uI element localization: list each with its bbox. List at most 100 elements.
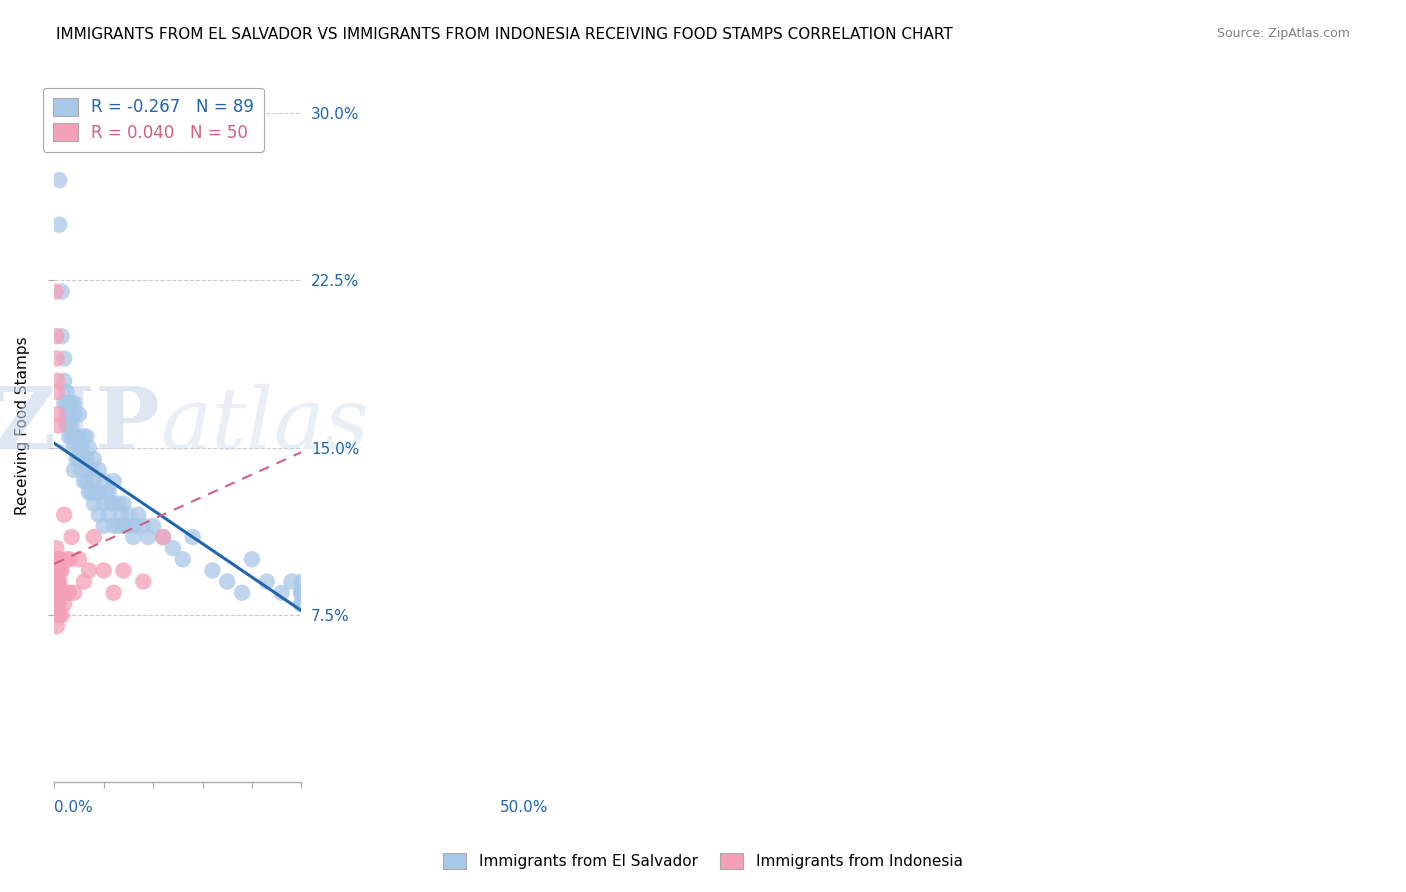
- Point: [51, 564, 73, 578]
- Point: [107, 496, 129, 510]
- Point: [103, 496, 125, 510]
- Point: [103, 586, 125, 600]
- Point: [63, 586, 86, 600]
- Point: [46, 597, 69, 611]
- Point: [53, 396, 76, 410]
- Point: [51, 329, 73, 343]
- Point: [172, 552, 194, 566]
- Point: [60, 530, 83, 544]
- Point: [45, 564, 67, 578]
- Point: [46, 574, 69, 589]
- Point: [290, 597, 312, 611]
- Point: [46, 574, 69, 589]
- Point: [45, 574, 67, 589]
- Point: [53, 508, 76, 522]
- Point: [46, 564, 69, 578]
- Point: [93, 474, 115, 488]
- Point: [55, 396, 77, 410]
- Point: [67, 429, 90, 443]
- Point: [73, 574, 96, 589]
- Point: [53, 374, 76, 388]
- Point: [46, 418, 69, 433]
- Point: [48, 608, 70, 623]
- Point: [136, 530, 159, 544]
- Point: [77, 463, 100, 477]
- Point: [58, 407, 80, 421]
- Point: [48, 173, 70, 187]
- Point: [45, 586, 67, 600]
- Point: [122, 530, 145, 544]
- Point: [67, 451, 90, 466]
- Point: [45, 285, 67, 299]
- Point: [112, 564, 135, 578]
- Point: [110, 508, 132, 522]
- Point: [45, 564, 67, 578]
- Point: [45, 541, 67, 556]
- Point: [70, 463, 93, 477]
- Point: [290, 586, 312, 600]
- Point: [107, 519, 129, 533]
- Text: atlas: atlas: [160, 384, 370, 467]
- Point: [51, 285, 73, 299]
- Point: [46, 407, 69, 421]
- Point: [290, 586, 312, 600]
- Text: 50.0%: 50.0%: [501, 800, 548, 815]
- Point: [217, 574, 239, 589]
- Point: [58, 396, 80, 410]
- Text: Source: ZipAtlas.com: Source: ZipAtlas.com: [1216, 27, 1350, 40]
- Point: [46, 374, 69, 388]
- Text: IMMIGRANTS FROM EL SALVADOR VS IMMIGRANTS FROM INDONESIA RECEIVING FOOD STAMPS C: IMMIGRANTS FROM EL SALVADOR VS IMMIGRANT…: [56, 27, 953, 42]
- Point: [46, 597, 69, 611]
- Point: [48, 552, 70, 566]
- Point: [290, 574, 312, 589]
- Point: [55, 586, 77, 600]
- Point: [60, 429, 83, 443]
- Point: [93, 564, 115, 578]
- Legend: R = -0.267   N = 89, R = 0.040   N = 50: R = -0.267 N = 89, R = 0.040 N = 50: [42, 87, 264, 152]
- Point: [45, 552, 67, 566]
- Point: [45, 597, 67, 611]
- Point: [280, 574, 302, 589]
- Point: [125, 519, 148, 533]
- Point: [77, 564, 100, 578]
- Point: [87, 485, 110, 500]
- Point: [290, 586, 312, 600]
- Point: [48, 564, 70, 578]
- Point: [117, 519, 139, 533]
- Point: [70, 441, 93, 455]
- Point: [45, 586, 67, 600]
- Point: [63, 463, 86, 477]
- Point: [75, 474, 97, 488]
- Point: [55, 418, 77, 433]
- Point: [55, 384, 77, 399]
- Point: [152, 530, 174, 544]
- Point: [60, 396, 83, 410]
- Point: [240, 552, 263, 566]
- Point: [55, 407, 77, 421]
- Y-axis label: Receiving Food Stamps: Receiving Food Stamps: [15, 336, 30, 515]
- Point: [83, 451, 105, 466]
- Point: [80, 485, 103, 500]
- Point: [58, 429, 80, 443]
- Point: [97, 508, 120, 522]
- Point: [132, 574, 155, 589]
- Point: [73, 429, 96, 443]
- Point: [181, 530, 204, 544]
- Point: [58, 552, 80, 566]
- Point: [45, 384, 67, 399]
- Point: [45, 329, 67, 343]
- Point: [112, 519, 135, 533]
- Point: [63, 441, 86, 455]
- Point: [45, 351, 67, 366]
- Point: [152, 530, 174, 544]
- Legend: Immigrants from El Salvador, Immigrants from Indonesia: Immigrants from El Salvador, Immigrants …: [437, 847, 969, 875]
- Point: [87, 463, 110, 477]
- Point: [45, 619, 67, 633]
- Point: [83, 474, 105, 488]
- Point: [45, 574, 67, 589]
- Point: [63, 429, 86, 443]
- Point: [270, 586, 292, 600]
- Point: [51, 608, 73, 623]
- Point: [75, 451, 97, 466]
- Point: [103, 474, 125, 488]
